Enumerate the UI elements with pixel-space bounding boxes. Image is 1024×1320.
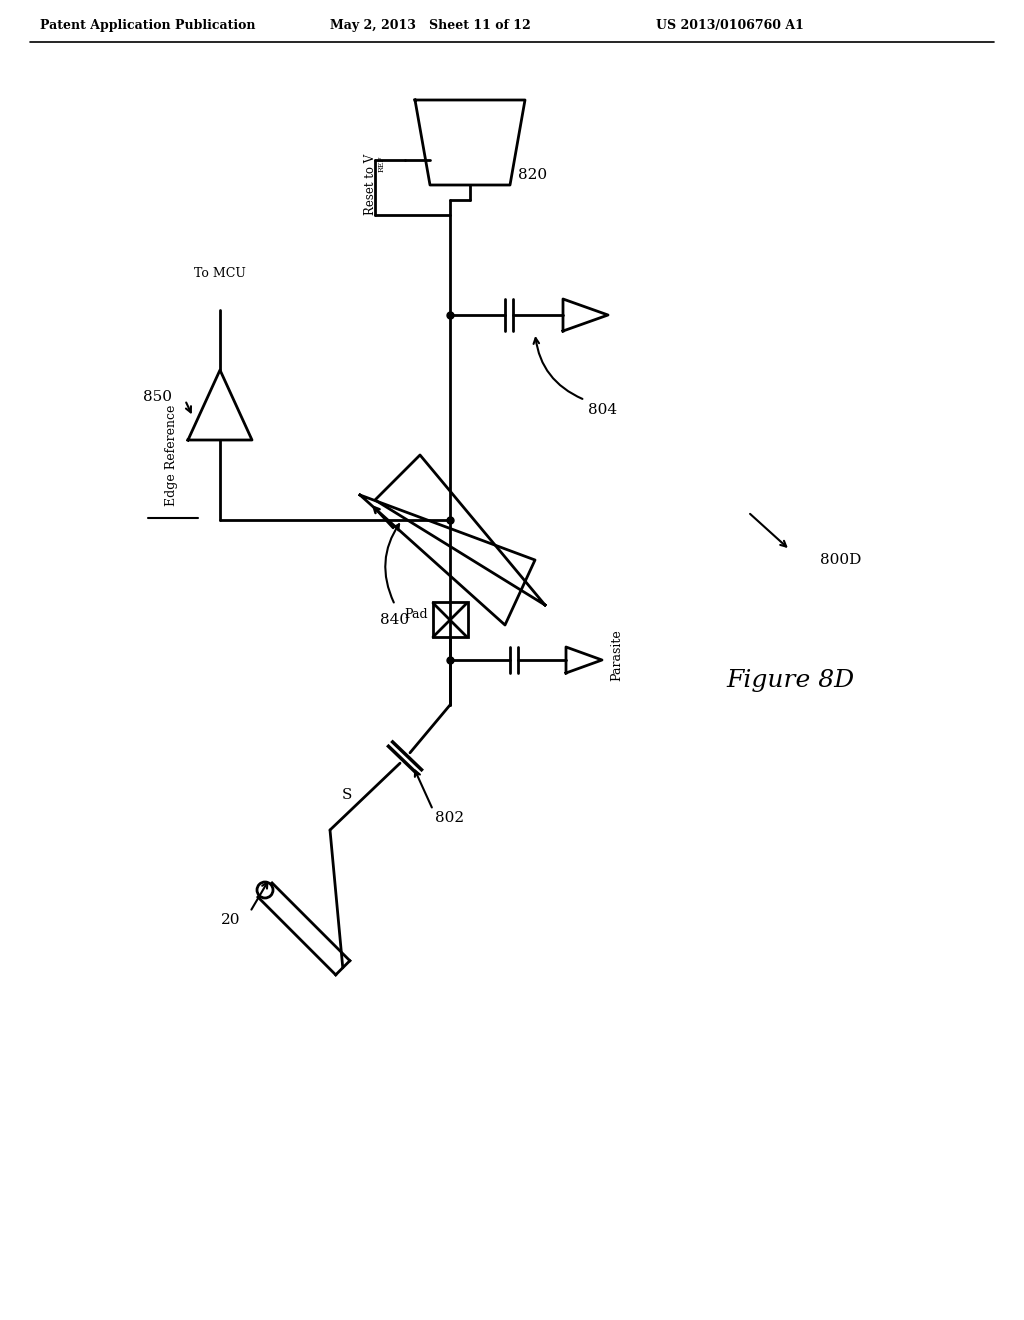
Text: To MCU: To MCU bbox=[195, 267, 246, 280]
Text: 802: 802 bbox=[435, 810, 464, 825]
Text: Reset to V: Reset to V bbox=[364, 153, 377, 215]
Text: 20: 20 bbox=[220, 913, 240, 927]
Text: S: S bbox=[342, 788, 352, 803]
Text: Figure 8D: Figure 8D bbox=[726, 668, 854, 692]
Text: Parasite: Parasite bbox=[610, 630, 623, 681]
Text: Patent Application Publication: Patent Application Publication bbox=[40, 18, 256, 32]
Text: 804: 804 bbox=[588, 403, 617, 417]
Text: Edge Reference: Edge Reference bbox=[166, 404, 178, 506]
Text: 840: 840 bbox=[380, 612, 410, 627]
Text: 850: 850 bbox=[143, 389, 172, 404]
Text: May 2, 2013   Sheet 11 of 12: May 2, 2013 Sheet 11 of 12 bbox=[330, 18, 530, 32]
Text: REF: REF bbox=[378, 156, 386, 172]
Text: Pad: Pad bbox=[404, 609, 428, 622]
Text: 800D: 800D bbox=[820, 553, 861, 568]
Bar bbox=[433, 602, 468, 638]
Text: US 2013/0106760 A1: US 2013/0106760 A1 bbox=[656, 18, 804, 32]
Text: 820: 820 bbox=[518, 168, 547, 182]
